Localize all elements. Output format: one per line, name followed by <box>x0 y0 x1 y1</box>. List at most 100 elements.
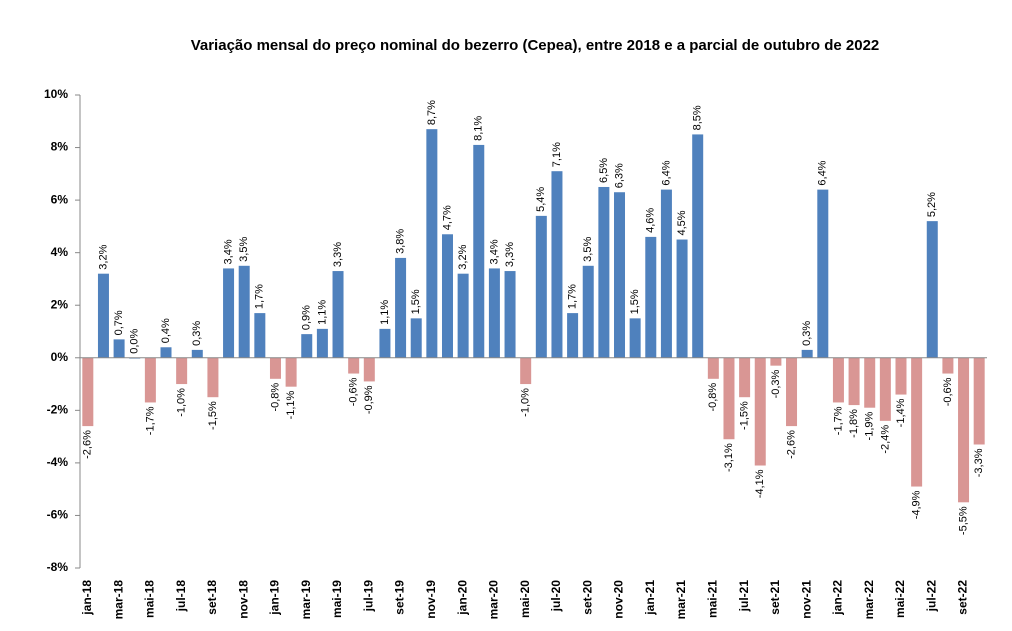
bar <box>113 339 125 358</box>
x-tick-label: nov-20 <box>612 580 626 619</box>
value-label: 7,1% <box>551 142 563 167</box>
x-tick-label: mar-19 <box>299 580 313 620</box>
bar <box>973 357 985 445</box>
bar <box>473 144 485 358</box>
value-label: -0,8% <box>707 383 719 412</box>
value-label: 1,7% <box>254 284 266 309</box>
bar <box>895 357 907 395</box>
x-tick-label: mar-20 <box>487 580 501 620</box>
bar <box>441 234 453 358</box>
bar <box>645 236 657 358</box>
value-label: -1,0% <box>176 388 188 417</box>
bar <box>160 347 172 358</box>
bar <box>144 357 156 403</box>
y-tick-label: -4% <box>47 455 69 469</box>
bar <box>582 265 594 358</box>
bar <box>832 357 844 403</box>
bar <box>567 313 579 358</box>
value-label: 3,2% <box>97 244 109 269</box>
bar <box>285 357 297 387</box>
bar <box>879 357 891 421</box>
bar <box>629 318 641 358</box>
bar <box>348 357 360 374</box>
value-label: 3,3% <box>332 242 344 267</box>
bar <box>660 189 672 358</box>
value-label: 1,1% <box>316 300 328 325</box>
y-tick-label: 0% <box>51 350 69 364</box>
bar <box>848 357 860 406</box>
value-label: 4,6% <box>645 208 657 233</box>
x-tick-label: jul-18 <box>174 580 188 613</box>
value-label: -3,3% <box>973 448 985 477</box>
bar <box>535 215 547 358</box>
bar <box>770 357 782 366</box>
x-tick-label: set-19 <box>393 580 407 615</box>
bar <box>817 189 829 358</box>
value-label: 5,4% <box>535 187 547 212</box>
x-tick-label: jan-19 <box>268 580 282 616</box>
x-tick-label: nov-21 <box>799 580 813 619</box>
x-tick-label: mai-20 <box>518 580 532 618</box>
value-label: -2,6% <box>82 430 94 459</box>
value-label: -1,7% <box>144 406 156 435</box>
bar <box>269 357 281 379</box>
value-label: 1,7% <box>567 284 579 309</box>
bar <box>942 357 954 374</box>
value-label: -1,9% <box>864 412 876 441</box>
value-label: -1,1% <box>285 390 297 419</box>
y-tick-label: 6% <box>51 192 69 206</box>
y-tick-label: -8% <box>47 560 69 574</box>
bar <box>238 265 250 358</box>
bar <box>426 129 438 358</box>
bar <box>676 239 688 358</box>
value-label: -1,5% <box>207 401 219 430</box>
bar <box>864 357 876 408</box>
bar <box>363 357 375 382</box>
value-label: -4,1% <box>754 469 766 498</box>
value-label: 8,7% <box>426 100 438 125</box>
value-label: 1,5% <box>410 289 422 314</box>
value-label: -0,6% <box>348 377 360 406</box>
value-label: 0,3% <box>191 321 203 346</box>
value-label: -1,5% <box>739 401 751 430</box>
value-label: 4,7% <box>441 205 453 230</box>
bar <box>332 271 344 358</box>
y-tick-label: -2% <box>47 403 69 417</box>
bar <box>754 357 766 466</box>
x-tick-label: set-21 <box>768 580 782 615</box>
bar <box>504 271 516 358</box>
value-label: -0,6% <box>942 377 954 406</box>
bar <box>488 268 500 358</box>
x-tick-label: set-18 <box>205 580 219 615</box>
value-label: -0,3% <box>770 369 782 398</box>
value-label: -4,9% <box>911 490 923 519</box>
bar <box>254 313 266 358</box>
value-label: -1,4% <box>895 398 907 427</box>
value-label: 5,2% <box>926 192 938 217</box>
x-tick-label: jul-21 <box>737 580 751 613</box>
value-label: 1,1% <box>379 300 391 325</box>
value-label: -0,9% <box>363 385 375 414</box>
value-label: 0,3% <box>801 321 813 346</box>
x-tick-label: jan-22 <box>831 580 845 616</box>
x-tick-label: mar-18 <box>111 580 125 620</box>
value-label: 3,3% <box>504 242 516 267</box>
x-tick-label: nov-19 <box>424 580 438 619</box>
x-tick-label: mai-18 <box>143 580 157 618</box>
value-label: 1,5% <box>629 289 641 314</box>
bar <box>739 357 751 398</box>
value-label: 0,9% <box>301 305 313 330</box>
value-label: 6,4% <box>817 160 829 185</box>
bar <box>614 192 626 358</box>
bar <box>82 357 94 427</box>
bar <box>97 273 109 358</box>
bar <box>207 357 219 398</box>
value-label: 3,4% <box>222 239 234 264</box>
value-label: 3,8% <box>394 229 406 254</box>
x-tick-label: mar-22 <box>862 580 876 620</box>
x-tick-label: jul-19 <box>361 580 375 613</box>
bar <box>551 171 563 358</box>
value-label: -3,1% <box>723 443 735 472</box>
bar <box>395 257 407 358</box>
